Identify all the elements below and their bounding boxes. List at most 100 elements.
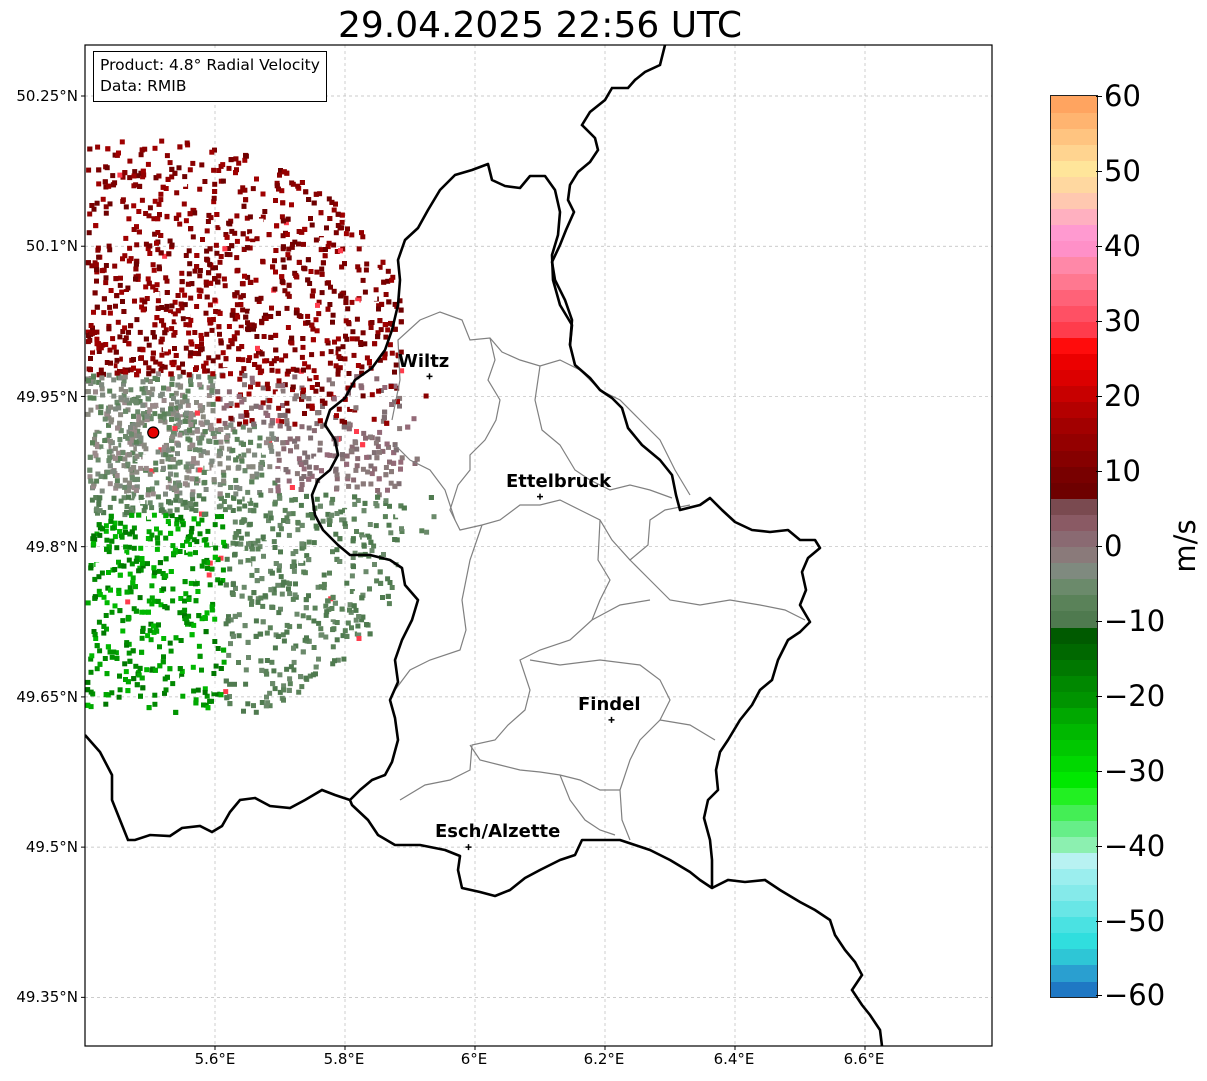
echo-pixel	[306, 615, 312, 621]
echo-pixel	[222, 362, 228, 368]
echo-pixel	[215, 691, 221, 697]
echo-pixel	[152, 145, 158, 151]
echo-pixel	[149, 505, 155, 511]
echo-pixel	[162, 523, 168, 529]
echo-pixel	[244, 412, 250, 418]
echo-pixel	[367, 359, 372, 365]
echo-pixel	[275, 418, 281, 424]
echo-pixel	[176, 442, 181, 448]
echo-pixel	[178, 514, 184, 520]
echo-pixel	[333, 350, 339, 356]
echo-pixel	[194, 264, 200, 269]
echo-pixel	[212, 181, 218, 187]
echo-pixel	[131, 365, 136, 371]
echo-pixel	[96, 181, 102, 187]
echo-pixel	[339, 429, 345, 435]
echo-pixel	[182, 418, 188, 424]
echo-pixel	[195, 687, 201, 693]
echo-pixel	[383, 465, 389, 470]
echo-pixel	[419, 528, 425, 534]
echo-pixel	[111, 377, 117, 383]
colorbar-segment	[1051, 449, 1097, 467]
echo-pixel	[117, 608, 123, 614]
echo-pixel	[363, 267, 369, 273]
echo-pixel	[243, 153, 249, 159]
echo-pixel	[94, 506, 100, 512]
echo-pixel	[179, 673, 185, 679]
echo-pixel	[207, 439, 213, 444]
echo-pixel	[387, 503, 392, 509]
echo-pixel	[375, 330, 381, 336]
echo-pixel	[281, 518, 286, 523]
echo-pixel	[187, 534, 193, 540]
echo-pixel	[165, 484, 171, 490]
echo-pixel	[387, 342, 393, 348]
echo-pixel	[146, 390, 152, 395]
echo-pixel	[178, 638, 184, 643]
echo-pixel	[273, 198, 278, 203]
echo-pixel	[203, 487, 209, 492]
echo-pixel	[183, 464, 189, 470]
echo-pixel	[260, 534, 266, 540]
echo-pixel	[157, 212, 162, 218]
echo-pixel	[183, 218, 189, 224]
echo-pixel	[196, 374, 202, 380]
echo-pixel	[123, 669, 129, 675]
echo-pixel	[272, 389, 278, 395]
echo-pixel	[122, 170, 128, 176]
echo-pixel	[103, 377, 109, 383]
echo-pixel	[155, 216, 161, 222]
colorbar-tick	[1096, 546, 1102, 547]
echo-pixel	[164, 278, 170, 284]
echo-pixel	[363, 569, 369, 575]
echo-pixel	[98, 473, 104, 479]
echo-pixel	[135, 173, 141, 179]
echo-pixel	[190, 576, 196, 582]
echo-pixel	[133, 439, 139, 445]
echo-pixel	[316, 299, 322, 305]
echo-pixel	[213, 242, 219, 248]
echo-pixel	[173, 472, 179, 478]
echo-pixel	[96, 254, 102, 260]
echo-pixel	[284, 666, 290, 672]
echo-pixel	[154, 526, 159, 532]
echo-pixel	[326, 377, 332, 383]
echo-pixel	[102, 438, 108, 443]
echo-pixel	[275, 582, 281, 588]
echo-pixel	[332, 658, 337, 664]
echo-pixel	[118, 375, 123, 381]
echo-pixel	[177, 384, 183, 390]
echo-pixel	[247, 507, 253, 513]
city-marker	[426, 373, 433, 380]
colorbar-label: 30	[1104, 304, 1141, 338]
echo-pixel	[110, 173, 116, 179]
echo-pixel	[396, 481, 402, 487]
echo-pixel	[299, 462, 304, 467]
echo-pixel	[197, 273, 203, 279]
echo-pixel	[331, 626, 337, 632]
echo-pixel	[260, 452, 266, 458]
echo-pixel	[157, 361, 163, 367]
echo-pixel	[207, 261, 213, 267]
echo-pixel	[280, 440, 286, 446]
echo-pixel	[118, 386, 124, 392]
echo-pixel	[197, 531, 203, 537]
echo-pixel	[278, 168, 283, 173]
echo-pixel	[211, 195, 217, 201]
echo-pixel	[391, 450, 397, 456]
echo-pixel	[320, 260, 326, 266]
echo-pixel	[220, 567, 226, 573]
echo-pixel	[351, 352, 357, 358]
colorbar-segment	[1051, 482, 1097, 499]
echo-pixel	[200, 432, 206, 438]
echo-pixel	[97, 648, 103, 654]
echo-pixel	[163, 513, 169, 519]
echo-pixel	[169, 416, 174, 422]
echo-pixel	[107, 310, 113, 316]
echo-pixel	[361, 430, 367, 436]
echo-pixel	[92, 632, 98, 638]
echo-pixel	[152, 322, 158, 328]
echo-pixel	[92, 450, 98, 456]
echo-pixel	[132, 534, 138, 540]
echo-pixel	[343, 231, 349, 237]
